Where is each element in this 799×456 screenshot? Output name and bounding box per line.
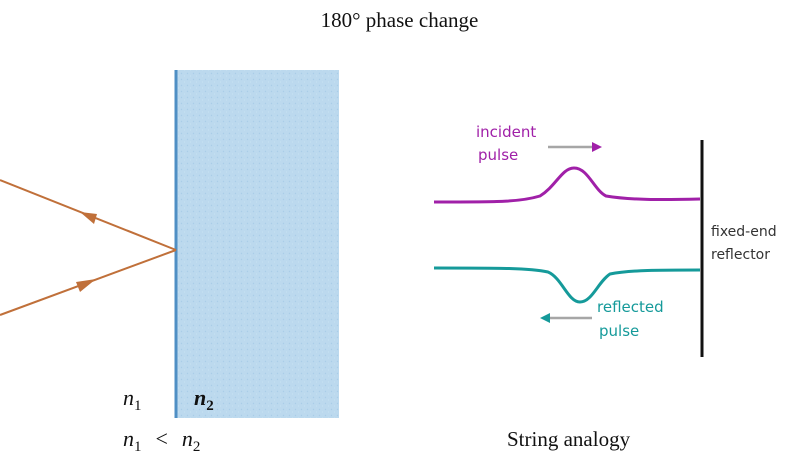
reflector-label: fixed-end	[711, 224, 777, 240]
n1-label: n1	[123, 385, 142, 414]
incident-label-line2: pulse	[478, 146, 518, 164]
incident-label: incident	[476, 123, 536, 141]
string-analogy-caption: String analogy	[507, 427, 631, 451]
index-relation: n1 < n2	[123, 426, 200, 455]
incident-ray-arrowhead	[76, 279, 96, 292]
n2-label: n2	[194, 385, 214, 414]
diagram-title: 180° phase change	[320, 8, 479, 32]
reflected-label: reflected	[597, 298, 664, 316]
reflected-label-line2: pulse	[599, 322, 639, 340]
reflected-pulse-string	[433, 266, 701, 304]
reflected-direction-arrow-icon	[540, 313, 550, 323]
incident-pulse-string	[433, 166, 701, 204]
reflector-label-line2: reflector	[711, 247, 770, 263]
medium-n2-block	[176, 70, 339, 418]
incident-direction-arrow-icon	[592, 142, 602, 152]
reflected-ray-arrowhead	[80, 212, 97, 224]
